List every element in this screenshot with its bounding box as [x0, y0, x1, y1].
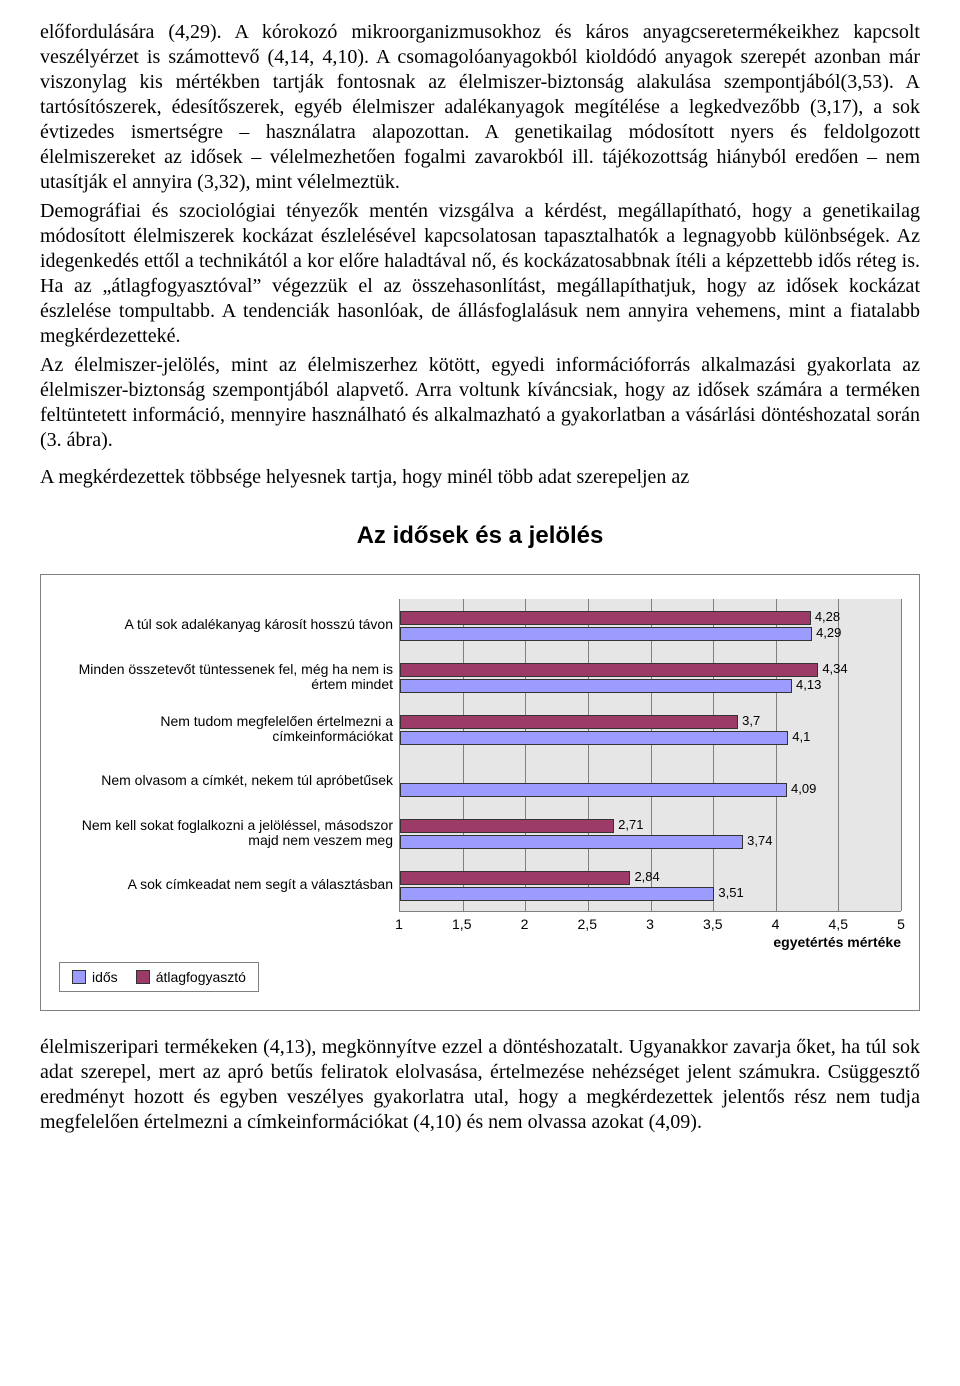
- chart-plot-column: 4,28 4,29 4,344,13 3,7 4,1 4,09 2,71 3,74 2,84 3,…: [399, 599, 901, 952]
- chart-row: 4,09: [400, 755, 901, 807]
- chart-x-tick: 4,5: [829, 916, 848, 932]
- chart-value-label: 2,71: [618, 818, 643, 832]
- chart-x-tick: 1,5: [452, 916, 471, 932]
- body-paragraph: élelmiszeripari termékeken (4,13), megkö…: [40, 1035, 920, 1135]
- chart-value-label: 4,13: [796, 678, 821, 692]
- legend-label: átlagfogyasztó: [156, 969, 246, 985]
- chart-row: 3,7 4,1: [400, 703, 901, 755]
- chart-plot-area: 4,28 4,29 4,344,13 3,7 4,1 4,09 2,71 3,74 2,84 3,…: [399, 599, 901, 912]
- body-paragraph: Az élelmiszer-jelölés, mint az élelmisze…: [40, 353, 920, 453]
- chart-category-label: A sok címkeadat nem segít a választásban: [59, 859, 399, 911]
- body-paragraph: A megkérdezettek többsége helyesnek tart…: [40, 465, 920, 490]
- chart-legend: idős átlagfogyasztó: [59, 962, 259, 992]
- chart-gridline: [901, 599, 902, 911]
- chart-y-labels: A túl sok adalékanyag károsít hosszú táv…: [59, 599, 399, 952]
- legend-item-idos: idős: [72, 969, 118, 985]
- chart-bar-idos: [400, 679, 792, 693]
- chart-row: 2,84 3,51: [400, 859, 901, 911]
- chart-value-label: 4,1: [792, 730, 810, 744]
- chart-bar-atlag: [400, 819, 614, 833]
- legend-swatch-idos: [72, 970, 86, 984]
- chart-x-tick: 2: [521, 916, 529, 932]
- chart-value-label: 4,29: [816, 626, 841, 640]
- chart-x-tick: 3: [646, 916, 654, 932]
- chart-category-label: Nem kell sokat foglalkozni a jelöléssel,…: [59, 807, 399, 859]
- chart-category-label: Minden összetevőt tüntessenek fel, még h…: [59, 651, 399, 703]
- chart-bar-idos: [400, 887, 714, 901]
- chart-bar-idos: [400, 835, 743, 849]
- chart-bar-atlag: [400, 715, 738, 729]
- chart-value-label: 4,28: [815, 610, 840, 624]
- chart-x-tick: 1: [395, 916, 403, 932]
- chart-value-label: 3,7: [742, 714, 760, 728]
- chart-x-tick: 5: [897, 916, 905, 932]
- chart-x-title: egyetértés mértéke: [773, 934, 901, 950]
- chart-value-label: 4,09: [791, 782, 816, 796]
- chart-body: A túl sok adalékanyag károsít hosszú táv…: [59, 599, 901, 952]
- chart-category-label: Nem tudom megfelelően értelmezni a címke…: [59, 703, 399, 755]
- chart-row: 4,28 4,29: [400, 599, 901, 651]
- chart-x-tick: 2,5: [578, 916, 597, 932]
- legend-item-atlag: átlagfogyasztó: [136, 969, 246, 985]
- page: előfordulására (4,29). A kórokozó mikroo…: [20, 0, 940, 1159]
- chart-bar-idos: [400, 627, 812, 641]
- chart-value-label: 3,74: [747, 834, 772, 848]
- chart-bar-atlag: [400, 611, 811, 625]
- chart-value-label: 3,51: [718, 886, 743, 900]
- chart-bar-idos: [400, 783, 787, 797]
- chart-bar-atlag: [400, 871, 630, 885]
- chart-category-label: A túl sok adalékanyag károsít hosszú táv…: [59, 599, 399, 651]
- chart-bar-idos: [400, 731, 788, 745]
- chart-bar-atlag: [400, 663, 818, 677]
- chart-value-label: 4,34: [822, 662, 847, 676]
- chart-title: Az idősek és a jelölés: [40, 522, 920, 550]
- chart-value-label: 2,84: [634, 870, 659, 884]
- legend-swatch-atlag: [136, 970, 150, 984]
- chart-x-tick: 3,5: [703, 916, 722, 932]
- chart-row: 2,71 3,74: [400, 807, 901, 859]
- body-paragraph: Demográfiai és szociológiai tényezők men…: [40, 199, 920, 349]
- chart-x-tick: 4: [772, 916, 780, 932]
- body-paragraph: előfordulására (4,29). A kórokozó mikroo…: [40, 20, 920, 195]
- chart-frame: A túl sok adalékanyag károsít hosszú táv…: [40, 574, 920, 1011]
- legend-label: idős: [92, 969, 118, 985]
- chart-category-label: Nem olvasom a címkét, nekem túl apróbetű…: [59, 755, 399, 807]
- chart-row: 4,344,13: [400, 651, 901, 703]
- chart-x-axis: egyetértés mértéke 11,522,533,544,55: [399, 916, 901, 952]
